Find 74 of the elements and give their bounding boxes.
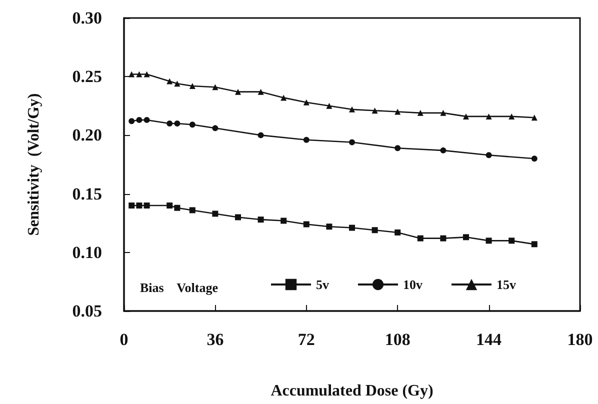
x-tick-label: 108 xyxy=(384,330,410,349)
point xyxy=(531,156,538,162)
legend-label: 15v xyxy=(496,277,516,292)
point xyxy=(174,120,180,126)
x-tick-label: 36 xyxy=(206,330,224,349)
point xyxy=(128,202,135,209)
point xyxy=(394,229,401,236)
y-tick-label: 0.05 xyxy=(72,302,102,320)
point xyxy=(440,235,446,242)
point xyxy=(394,145,401,152)
point xyxy=(174,80,180,87)
y-tick-label: 0.25 xyxy=(72,67,102,86)
point xyxy=(486,152,492,158)
point xyxy=(508,238,515,244)
point xyxy=(136,116,142,123)
point xyxy=(326,224,332,230)
y-tick-label: 0.15 xyxy=(72,184,102,204)
point xyxy=(144,116,150,123)
point xyxy=(258,216,264,223)
point xyxy=(189,122,196,128)
y-tick-label: 0.30 xyxy=(72,8,102,28)
x-axis-title: Accumulated Dose (Gy) xyxy=(270,382,434,400)
point xyxy=(128,71,135,78)
point xyxy=(326,102,332,109)
point xyxy=(486,238,492,244)
point xyxy=(174,204,180,211)
point xyxy=(280,94,287,101)
point xyxy=(303,221,310,228)
point xyxy=(189,207,196,214)
point xyxy=(486,113,492,120)
point xyxy=(531,241,538,248)
point xyxy=(128,118,135,124)
point xyxy=(212,125,218,132)
point xyxy=(212,84,218,90)
point xyxy=(508,113,515,120)
point xyxy=(280,218,287,224)
point xyxy=(349,106,355,112)
point xyxy=(136,202,142,209)
point xyxy=(440,110,446,116)
legend-label: 5v xyxy=(316,277,330,292)
point xyxy=(144,71,150,78)
point xyxy=(372,227,378,234)
legend-title: Bias Voltage xyxy=(140,280,218,295)
y-axis-title: Sensitivity (Volt/Gy) xyxy=(26,93,42,236)
point xyxy=(144,202,150,209)
point xyxy=(463,113,469,120)
point xyxy=(417,235,424,242)
x-tick-label: 180 xyxy=(567,330,593,349)
y-tick-label: 0.10 xyxy=(72,242,102,262)
legend-label: 10v xyxy=(403,277,423,292)
point xyxy=(212,210,218,217)
point xyxy=(531,114,538,121)
point xyxy=(235,214,241,220)
point xyxy=(349,224,355,231)
point xyxy=(258,132,264,138)
point xyxy=(166,202,173,209)
x-tick-label: 0 xyxy=(120,330,128,349)
point xyxy=(303,136,310,143)
y-tick-label: 0.20 xyxy=(72,126,102,145)
point xyxy=(417,110,424,116)
point xyxy=(372,108,378,114)
point xyxy=(136,71,142,78)
point xyxy=(166,120,173,126)
point xyxy=(166,78,173,84)
point xyxy=(258,88,264,95)
point xyxy=(394,108,401,115)
point xyxy=(235,88,241,95)
point xyxy=(189,82,196,89)
point xyxy=(440,147,446,154)
point xyxy=(463,234,469,240)
x-tick-label: 72 xyxy=(298,330,315,349)
x-tick-label: 144 xyxy=(476,330,502,349)
point xyxy=(349,139,355,146)
point xyxy=(303,99,310,106)
